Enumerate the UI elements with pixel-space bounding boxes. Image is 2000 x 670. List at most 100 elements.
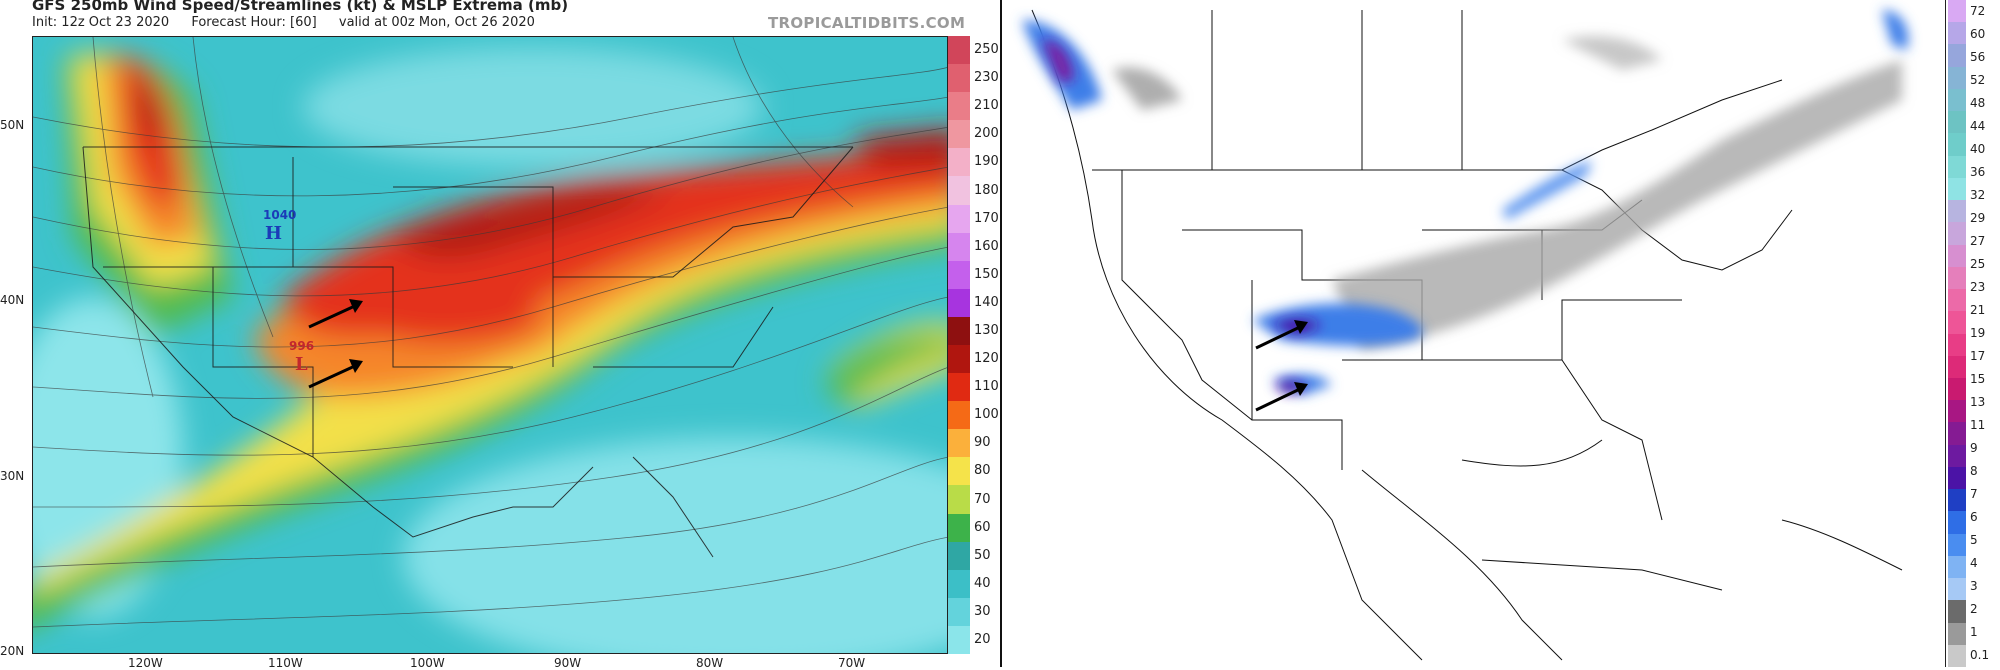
precip-scale-label: 2 [1970, 601, 1978, 616]
wind-scale-label: 30 [974, 603, 991, 619]
valid-time: valid at 00z Mon, Oct 26 2020 [338, 15, 535, 30]
precip-scale-swatch [1948, 111, 1966, 134]
chart-title: GFS 250mb Wind Speed/Streamlines (kt) & … [32, 0, 569, 14]
jet-arrow-upper [308, 299, 363, 329]
lon-label-110w: 110W [268, 656, 303, 670]
precip-arrow-lower [1255, 382, 1308, 412]
lon-label-100w: 100W [410, 656, 445, 670]
forecast-hour: Forecast Hour: [60] [191, 15, 317, 30]
lat-label-40n: 40N [0, 293, 25, 307]
wind-scale-swatch [948, 513, 970, 543]
precip-scale-label: 36 [1970, 164, 1986, 179]
precipitation-panel: 72 60 56 52 48 44 40 36 32 29 27 25 23 21 19 17 15 13 11 9 8… [1002, 0, 2000, 668]
precip-scale-swatch [1948, 444, 1966, 468]
precip-scale-label: 15 [1970, 371, 1986, 386]
wind-scale-swatch [948, 232, 970, 262]
precip-scale-swatch [1948, 333, 1966, 357]
low-pressure-symbol: L [295, 354, 308, 375]
wind-scale-label: 150 [974, 266, 999, 282]
wind-scale-swatch [948, 260, 970, 290]
wind-scale-swatch [948, 64, 970, 93]
precip-scale-label: 17 [1970, 348, 1986, 363]
wind-scale-swatch [948, 316, 970, 346]
high-pressure-value: 1040 [263, 208, 296, 222]
wind-scale-swatch [948, 345, 970, 374]
lon-label-90w: 90W [554, 656, 582, 670]
precip-scale-label: 0.1 [1970, 647, 1990, 662]
wind-scale-swatch [948, 373, 970, 402]
precip-scale-swatch [1948, 0, 1966, 23]
precip-scale-swatch [1948, 511, 1966, 535]
precip-scale-swatch [1948, 578, 1966, 601]
wind-scale-label: 60 [974, 519, 991, 535]
precip-scale-label: 44 [1970, 118, 1986, 133]
precip-scale-swatch [1948, 133, 1966, 157]
wind-speed-map: 1040 H 996 L [32, 36, 948, 654]
precip-scale-label: 52 [1970, 72, 1986, 87]
precip-scale-label: 9 [1970, 440, 1978, 455]
wind-scale-label: 90 [974, 435, 991, 451]
wind-scale-swatch [948, 541, 970, 571]
precip-scale-swatch [1948, 155, 1966, 179]
wind-scale-label: 210 [974, 98, 999, 114]
precip-scale-label: 27 [1970, 233, 1986, 248]
precip-scale-label: 40 [1970, 141, 1986, 156]
wind-scale-swatch [948, 597, 970, 627]
precip-scale-label: 72 [1970, 3, 1986, 18]
precip-scale-label: 48 [1970, 95, 1986, 110]
precip-scale-label: 25 [1970, 256, 1986, 271]
precipitation-field [1002, 0, 1945, 667]
wind-scale-swatch [948, 92, 970, 121]
panel-divider [1000, 0, 1002, 667]
wind-scale-label: 50 [974, 547, 991, 563]
precip-scale-label: 19 [1970, 325, 1986, 340]
wind-scale-swatch [948, 401, 970, 430]
wind-scale-label: 120 [974, 351, 999, 367]
precip-scale-label: 56 [1970, 49, 1986, 64]
wind-scale-swatch [948, 36, 970, 65]
low-pressure-value: 996 [289, 339, 314, 353]
precip-scale-swatch [1948, 266, 1966, 290]
precip-scale-label: 4 [1970, 555, 1978, 570]
wind-scale-swatch [948, 457, 970, 486]
precip-scale-label: 3 [1970, 578, 1978, 593]
precip-scale-label: 13 [1970, 394, 1986, 409]
precip-scale-swatch [1948, 622, 1966, 646]
wind-scale-swatch [948, 176, 970, 206]
precip-scale-label: 6 [1970, 509, 1978, 524]
precip-scale-swatch [1948, 600, 1966, 624]
precip-scale-swatch [1948, 422, 1966, 446]
wind-scale-label: 130 [974, 322, 999, 338]
wind-scale-swatch [948, 288, 970, 318]
wind-scale-label: 20 [974, 631, 991, 647]
wind-speed-field: 1040 H 996 L [33, 37, 947, 653]
precip-scale-swatch [1948, 311, 1966, 334]
high-pressure-symbol: H [265, 223, 282, 244]
wind-scale-label: 80 [974, 463, 991, 479]
precip-scale-label: 5 [1970, 532, 1978, 547]
precip-scale-swatch [1948, 355, 1966, 379]
wind-speed-color-scale: 250 230 210 200 190 180 170 160 150 140 130 120 110 1… [948, 36, 999, 655]
wind-speed-panel: GFS 250mb Wind Speed/Streamlines (kt) & … [0, 0, 1000, 670]
wind-scale-label: 40 [974, 575, 991, 591]
wind-scale-swatch [948, 625, 970, 655]
precip-scale-swatch [1948, 377, 1966, 401]
lat-label-20n: 20N [0, 644, 25, 658]
precip-scale-label: 32 [1970, 187, 1986, 202]
precip-scale-label: 29 [1970, 210, 1986, 225]
precip-scale-swatch [1948, 177, 1966, 201]
precip-scale-swatch [1948, 400, 1966, 423]
wind-scale-swatch [948, 148, 970, 177]
lon-label-120w: 120W [128, 656, 163, 670]
precip-scale-label: 11 [1970, 417, 1986, 432]
precipitation-color-scale: 72 60 56 52 48 44 40 36 32 29 27 25 23 21 19 17 15 13 11 9 8… [1948, 0, 2000, 668]
precip-scale-label: 7 [1970, 486, 1978, 501]
lon-label-80w: 80W [696, 656, 724, 670]
jet-arrow-lower [308, 359, 363, 389]
precip-scale-swatch [1948, 88, 1966, 112]
init-time: Init: 12z Oct 23 2020 [32, 15, 170, 30]
precip-scale-label: 8 [1970, 463, 1978, 478]
precip-scale-label: 23 [1970, 279, 1986, 294]
wind-scale-swatch [948, 204, 970, 234]
precip-scale-swatch [1948, 289, 1966, 312]
